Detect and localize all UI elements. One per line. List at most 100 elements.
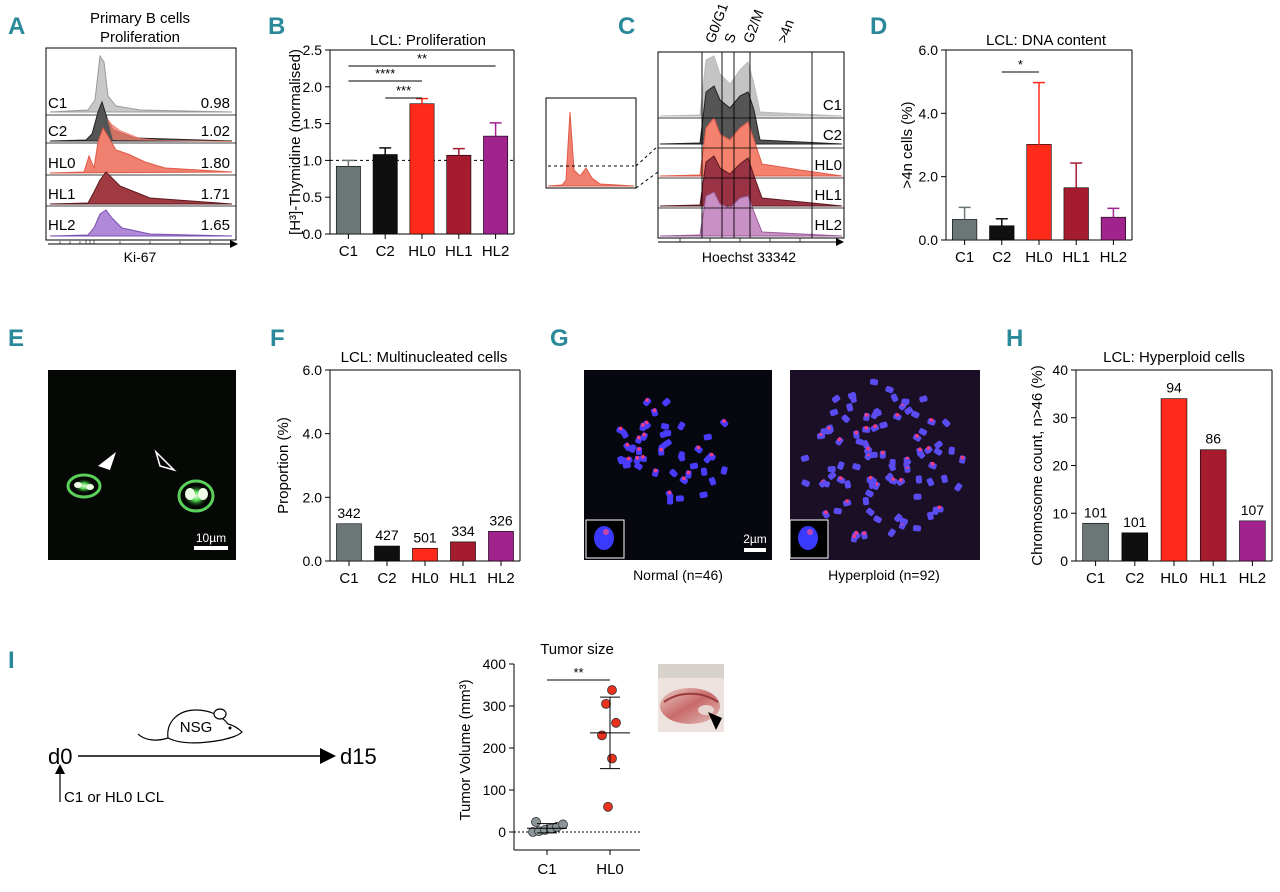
x-tick-label: C1 bbox=[339, 243, 358, 260]
significance-label: *** bbox=[396, 83, 411, 98]
c-row-label: C2 bbox=[823, 127, 842, 144]
bar-c2 bbox=[372, 154, 398, 235]
centromere bbox=[696, 445, 701, 450]
a-row-value: 1.80 bbox=[201, 155, 230, 172]
significance-label: ** bbox=[417, 51, 427, 66]
panel-letter-a: A bbox=[8, 13, 25, 40]
centromere bbox=[868, 475, 873, 480]
data-point-hl0 bbox=[601, 699, 611, 709]
chromosome bbox=[890, 393, 899, 403]
bar-label: 501 bbox=[413, 529, 437, 545]
centromere bbox=[645, 398, 649, 402]
x-tick-label: HL1 bbox=[1199, 570, 1227, 587]
centromere bbox=[915, 434, 919, 438]
chromosome bbox=[720, 418, 729, 428]
chromosome bbox=[869, 378, 879, 386]
timeline-arrowhead bbox=[320, 748, 336, 764]
data-point-c1 bbox=[558, 819, 568, 830]
centromere bbox=[626, 456, 631, 461]
x-tick-label: HL2 bbox=[482, 243, 510, 260]
panel-e: E 10µm bbox=[8, 325, 236, 560]
x-tick-label: HL0 bbox=[596, 861, 624, 878]
bar-c2 bbox=[1121, 532, 1149, 562]
panel-a-xlabel: Ki-67 bbox=[124, 249, 157, 265]
chromosome bbox=[842, 499, 852, 507]
g-caption-hyperploid: Hyperploid (n=92) bbox=[828, 567, 940, 583]
bar-hl0 bbox=[412, 547, 438, 562]
c-histogram-hl0 bbox=[659, 117, 843, 177]
centromere bbox=[824, 510, 828, 515]
chart-h: H LCL: Hyperploid cells 0 10 20 30 40 Chromosom… bbox=[1006, 325, 1273, 587]
chart-f: F LCL: Multinucleated cells 0.0 2.0 4.0 6.0 Pr… bbox=[270, 325, 521, 587]
bar-hl0 bbox=[1026, 144, 1052, 241]
chromosome bbox=[862, 496, 870, 506]
centromere bbox=[873, 424, 877, 428]
chromosome bbox=[662, 398, 671, 407]
chromosome bbox=[903, 458, 910, 468]
data-point-hl0 bbox=[611, 717, 621, 728]
chromosome bbox=[866, 507, 875, 516]
chromosome bbox=[873, 409, 882, 417]
bar-hl2 bbox=[1239, 520, 1266, 562]
data-point-c1 bbox=[531, 817, 541, 827]
c-row-label: HL0 bbox=[814, 157, 842, 174]
a-row-name: C1 bbox=[48, 95, 67, 112]
bar-hl2 bbox=[483, 135, 509, 235]
bar-label: 107 bbox=[1241, 502, 1265, 518]
y-tick-label: 0.0 bbox=[919, 232, 939, 248]
y-tick-label: 30 bbox=[1052, 410, 1068, 426]
chromosome bbox=[912, 525, 922, 532]
bar-label: 342 bbox=[337, 505, 361, 521]
chromosome bbox=[617, 455, 625, 465]
bar-c2 bbox=[989, 225, 1015, 241]
filled-arrowhead-icon bbox=[98, 452, 116, 470]
chromosome bbox=[820, 428, 829, 435]
centromere bbox=[930, 461, 935, 466]
chromosome bbox=[927, 511, 934, 521]
y-tick-label: 2.0 bbox=[303, 79, 323, 95]
histogram-hl0 bbox=[49, 126, 233, 174]
chromosome bbox=[635, 435, 643, 444]
x-tick-label: C2 bbox=[1125, 570, 1144, 587]
chromosome bbox=[913, 493, 922, 500]
chart-title: LCL: Proliferation bbox=[370, 32, 486, 49]
data-point-hl0 bbox=[607, 685, 617, 695]
chromosome bbox=[831, 394, 841, 403]
chromosome bbox=[863, 446, 873, 455]
x-tick-label: C1 bbox=[1086, 570, 1105, 587]
a-row-name: HL0 bbox=[48, 155, 76, 172]
a-row-value: 1.71 bbox=[201, 186, 230, 203]
panel-a-row-labels: C1 0.98 C2 1.02 HL0 1.80 HL1 1.71 HL2 1.65 bbox=[48, 95, 230, 234]
chromosome bbox=[885, 472, 894, 482]
x-tick-label: HL0 bbox=[411, 570, 439, 587]
y-axis-label: Tumor Volume (mm³) bbox=[457, 679, 474, 820]
chromosome bbox=[935, 506, 944, 513]
y-tick-label: 0 bbox=[498, 824, 506, 840]
chromosome bbox=[836, 476, 846, 484]
chromosome bbox=[703, 454, 712, 464]
chromosome bbox=[887, 528, 896, 538]
centromere bbox=[854, 430, 859, 435]
centromere bbox=[866, 446, 870, 451]
chromosome bbox=[869, 451, 878, 459]
centromere bbox=[641, 455, 645, 459]
y-tick-label: 6.0 bbox=[303, 362, 323, 378]
tumor-photo bbox=[658, 664, 724, 732]
chromosome bbox=[833, 507, 842, 515]
chromosome bbox=[954, 482, 963, 492]
chart-title: Tumor size bbox=[540, 641, 614, 658]
centromere bbox=[686, 470, 691, 475]
chart-title: LCL: Hyperploid cells bbox=[1103, 349, 1245, 366]
bar-hl1 bbox=[446, 154, 472, 235]
bar-c1 bbox=[336, 523, 362, 562]
y-axis-label: >4n cells (%) bbox=[899, 101, 916, 188]
panel-c-frame bbox=[657, 51, 845, 239]
chromosome bbox=[847, 391, 857, 400]
bar-hl0 bbox=[1160, 398, 1188, 562]
c-row-label: HL2 bbox=[814, 217, 842, 234]
chromosome bbox=[904, 406, 913, 415]
centromere bbox=[852, 534, 856, 539]
chromosome bbox=[837, 461, 845, 470]
chromosome bbox=[888, 462, 896, 472]
